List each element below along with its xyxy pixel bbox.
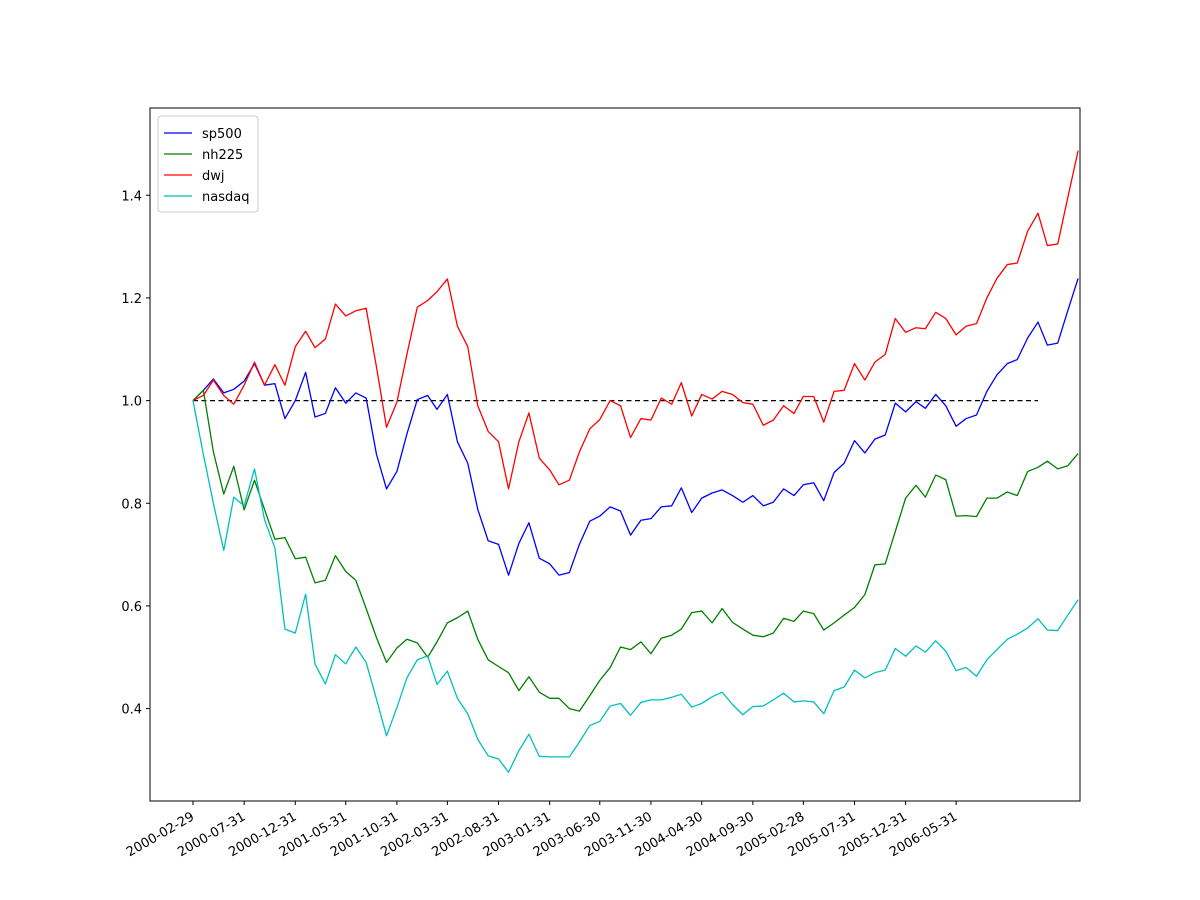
legend-label-dwj: dwj — [202, 169, 225, 184]
series-line-nh225 — [192, 389, 1079, 712]
series-line-dwj — [192, 150, 1079, 490]
legend-box — [157, 115, 259, 213]
series-group — [192, 150, 1079, 773]
y-tick-label: 0.6 — [121, 600, 142, 615]
y-tick-label: 0.8 — [121, 497, 142, 512]
axes-frame — [149, 107, 1081, 802]
y-tick-label: 1.4 — [121, 189, 142, 204]
legend: sp500 nh225 dwj nasdaq — [157, 115, 259, 213]
legend-label-nasdaq: nasdaq — [202, 190, 249, 205]
legend-label-nh225: nh225 — [202, 148, 243, 163]
series-line-sp500 — [192, 278, 1079, 576]
series-line-nasdaq — [192, 400, 1079, 773]
legend-label-sp500: sp500 — [202, 127, 242, 142]
y-tick-label: 0.4 — [121, 703, 142, 718]
y-tick-label: 1.0 — [121, 395, 142, 410]
y-tick-label: 1.2 — [121, 292, 142, 307]
